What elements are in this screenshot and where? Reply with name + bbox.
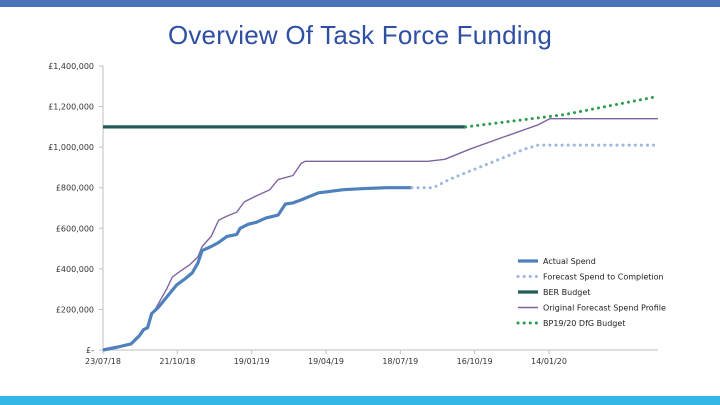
y-tick-label: £- xyxy=(86,346,94,355)
y-tick-label: £600,000 xyxy=(56,224,94,233)
x-tick-label: 16/10/19 xyxy=(457,357,493,366)
top-accent-bar xyxy=(0,0,720,7)
bottom-accent-bar xyxy=(0,396,720,405)
x-tick-label: 23/07/18 xyxy=(85,357,121,366)
legend-label: Original Forecast Spend Profile xyxy=(543,304,666,313)
x-tick-label: 14/01/20 xyxy=(531,357,567,366)
y-tick-label: £200,000 xyxy=(56,305,94,314)
x-tick-label: 19/01/19 xyxy=(234,357,270,366)
chart-legend: Actual Spend Forecast Spend to Completion… xyxy=(516,257,666,328)
x-tick-label: 21/10/18 xyxy=(159,357,195,366)
series-line-forecast-spend-to-completion xyxy=(410,143,656,190)
y-tick-label: £1,000,000 xyxy=(48,143,94,152)
slide-title: Overview Of Task Force Funding xyxy=(167,20,553,50)
y-tick-label: £800,000 xyxy=(56,184,94,193)
y-tick-label: £1,200,000 xyxy=(48,103,94,112)
series-line-bp19-20-dfg-budget xyxy=(464,94,660,129)
y-tick-label: £400,000 xyxy=(56,265,94,274)
legend-label: Actual Spend xyxy=(543,257,596,266)
series-line-actual-spend xyxy=(102,186,412,352)
x-tick-label: 18/07/19 xyxy=(382,357,418,366)
series-line-original-forecast-spend-profile xyxy=(102,117,658,351)
y-tick-label: £1,400,000 xyxy=(48,62,94,71)
chart-axes: £- £200,000 £400,000 £600,000 £800,000 £1,000… xyxy=(48,62,658,366)
legend-label: BER Budget xyxy=(543,288,590,297)
x-tick-label: 19/04/19 xyxy=(308,357,344,366)
legend-label: BP19/20 DfG Budget xyxy=(543,319,625,328)
legend-label: Forecast Spend to Completion xyxy=(543,273,664,282)
chart-series xyxy=(102,94,660,352)
